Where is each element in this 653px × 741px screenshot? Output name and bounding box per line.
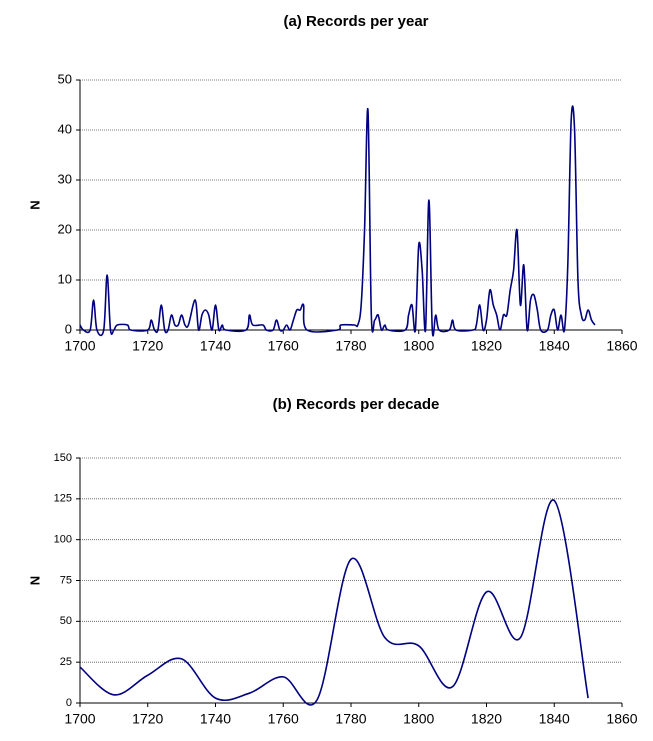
y-tick-label: 125 bbox=[54, 493, 72, 505]
y-tick-label: 40 bbox=[58, 121, 72, 136]
x-tick-label: 1820 bbox=[471, 338, 502, 354]
x-tick-label: 1740 bbox=[200, 338, 231, 354]
x-tick-label: 1840 bbox=[539, 338, 570, 354]
x-tick-label: 1800 bbox=[403, 338, 434, 354]
x-tick-label: 1720 bbox=[132, 338, 163, 354]
x-tick-label: 1780 bbox=[335, 711, 366, 727]
y-tick-label: 10 bbox=[58, 271, 72, 286]
x-tick-label: 1860 bbox=[606, 711, 637, 727]
y-tick-label: 30 bbox=[58, 171, 72, 186]
x-tick-label: 1860 bbox=[606, 338, 637, 354]
x-tick-label: 1720 bbox=[132, 711, 163, 727]
x-tick-label: 1740 bbox=[200, 711, 231, 727]
x-tick-label: 1840 bbox=[539, 711, 570, 727]
y-tick-label: 100 bbox=[54, 534, 72, 546]
y-axis-label: N bbox=[27, 200, 42, 209]
y-tick-label: 50 bbox=[60, 615, 72, 627]
x-tick-label: 1760 bbox=[268, 338, 299, 354]
y-tick-label: 20 bbox=[58, 221, 72, 236]
y-tick-label: 0 bbox=[65, 321, 72, 336]
data-line bbox=[79, 105, 596, 337]
x-tick-label: 1800 bbox=[403, 711, 434, 727]
chart-title: (a) Records per year bbox=[283, 13, 428, 30]
y-tick-label: 150 bbox=[54, 452, 72, 464]
y-axis-label: N bbox=[27, 576, 42, 585]
y-tick-label: 50 bbox=[58, 71, 72, 86]
data-line bbox=[79, 499, 589, 706]
y-tick-label: 0 bbox=[66, 697, 72, 709]
chart-title: (b) Records per decade bbox=[273, 396, 440, 413]
x-tick-label: 1760 bbox=[268, 711, 299, 727]
x-tick-label: 1780 bbox=[335, 338, 366, 354]
x-tick-label: 1700 bbox=[64, 338, 95, 354]
x-tick-label: 1820 bbox=[471, 711, 502, 727]
y-tick-label: 75 bbox=[60, 574, 72, 586]
y-tick-label: 25 bbox=[60, 656, 72, 668]
x-tick-label: 1700 bbox=[64, 711, 95, 727]
